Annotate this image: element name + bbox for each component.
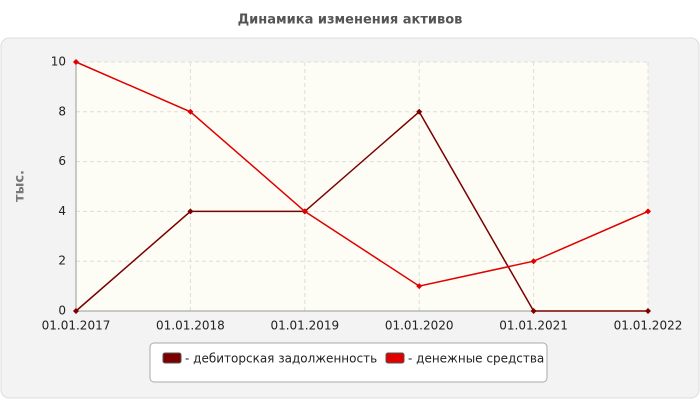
- x-tick-label: 01.01.2019: [270, 319, 339, 333]
- point: [416, 108, 423, 115]
- series-line: [75, 61, 649, 287]
- legend-swatch: [385, 352, 405, 364]
- chart-title: Динамика изменения активов: [238, 13, 463, 28]
- point: [416, 283, 423, 290]
- point: [530, 308, 537, 314]
- point: [645, 308, 651, 314]
- y-tick-label: 10: [51, 55, 66, 69]
- point: [645, 208, 651, 215]
- y-axis-label: тыс.: [13, 170, 28, 202]
- y-tick-label: 2: [58, 254, 66, 268]
- series-line: [75, 110, 648, 312]
- point: [73, 308, 79, 314]
- legend-swatch: [162, 352, 182, 364]
- x-tick-label: 01.01.2018: [156, 319, 225, 333]
- point: [530, 258, 537, 265]
- y-tick-label: 4: [58, 204, 66, 218]
- point: [187, 108, 194, 115]
- x-tick-label: 01.01.2017: [42, 319, 111, 333]
- point: [301, 208, 308, 215]
- y-tick-label: 0: [58, 304, 66, 318]
- x-tick-label: 01.01.2020: [385, 319, 454, 333]
- point: [73, 59, 79, 65]
- legend-label: - денежные средства: [408, 352, 544, 366]
- point: [187, 208, 194, 215]
- y-tick-label: 6: [58, 154, 66, 168]
- legend-label: - дебиторская задолженность: [185, 352, 377, 366]
- x-tick-label: 01.01.2021: [499, 319, 568, 333]
- legend: [149, 342, 548, 383]
- x-tick-label: 01.01.2022: [614, 319, 683, 333]
- y-tick-label: 8: [58, 104, 66, 118]
